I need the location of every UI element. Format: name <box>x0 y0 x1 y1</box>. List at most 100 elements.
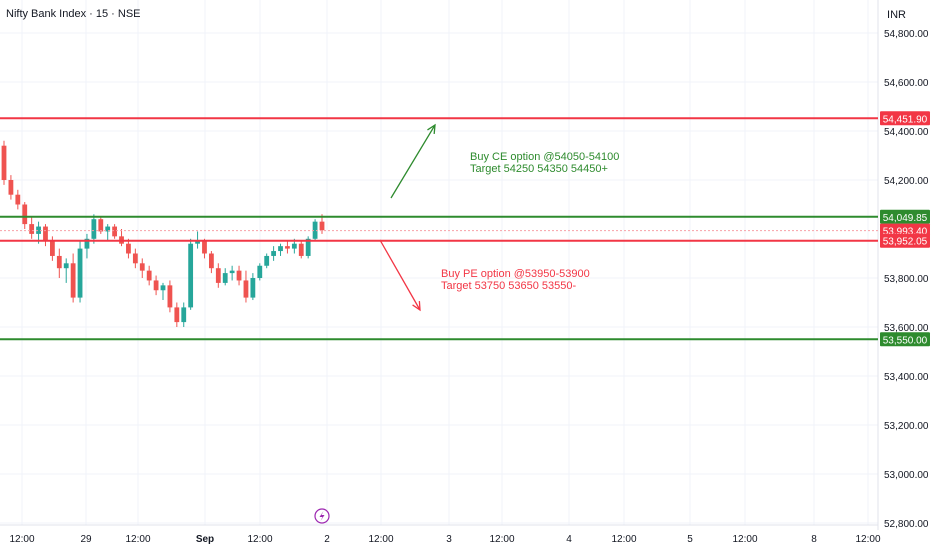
x-tick-label: 12:00 <box>732 534 757 545</box>
candle-body <box>229 270 235 274</box>
candle-body <box>49 241 55 256</box>
x-tick-label: 12:00 <box>489 534 514 545</box>
candle-body <box>236 270 242 281</box>
candle-body <box>181 307 187 323</box>
candle-body <box>250 278 256 298</box>
candle-body <box>98 219 104 232</box>
candle-body <box>29 224 35 234</box>
annotation-text: Buy CE option @54050-54100 <box>470 151 619 163</box>
x-tick-label: 5 <box>687 534 693 545</box>
x-tick-label: 12:00 <box>611 534 636 545</box>
candle-body <box>278 246 283 252</box>
level-label: 53,952.05 <box>883 237 928 248</box>
candle-body <box>112 226 118 237</box>
x-tick-label: 12:00 <box>9 534 34 545</box>
gridlines <box>0 0 879 530</box>
x-axis: 12:00 29 12:00 Sep 12:00 2 12:00 3 12:00 4 12:00 5 1… <box>9 534 880 545</box>
level-label-bg <box>880 209 930 224</box>
candle-body <box>215 268 221 283</box>
y-tick-label: 54,800.00 <box>884 29 929 40</box>
up-arrow <box>390 124 436 199</box>
candle-body <box>319 221 325 231</box>
x-tick-label: 29 <box>80 534 92 545</box>
candle-body <box>243 280 249 298</box>
level-label: 53,993.40 <box>883 227 928 238</box>
candle-body <box>291 243 297 249</box>
candle-body <box>15 194 21 205</box>
y-tick-label: 53,800.00 <box>884 274 929 285</box>
x-tick-label: 12:00 <box>368 534 393 545</box>
candle-body <box>126 243 131 254</box>
chart-title: Nifty Bank Index · 15 · NSE <box>6 8 141 20</box>
y-tick-label: 54,600.00 <box>884 78 929 89</box>
x-tick-label: 12:00 <box>125 534 150 545</box>
candle-body <box>167 285 173 308</box>
lightning-event-icon[interactable] <box>314 508 330 524</box>
y-tick-label: 52,800.00 <box>884 519 929 530</box>
candle-body <box>160 285 166 291</box>
candle-body <box>22 204 28 225</box>
annotation-text: Target 54250 54350 54450+ <box>470 163 608 175</box>
candle-body <box>222 273 228 283</box>
level-label: 53,550.00 <box>883 335 928 346</box>
candle-body <box>63 263 69 269</box>
level-label-bg <box>880 233 930 248</box>
level-label-bg <box>880 111 930 126</box>
level-label: 54,049.85 <box>883 213 928 224</box>
y-tick-label: 53,400.00 <box>884 372 929 383</box>
x-tick-label: 12:00 <box>247 534 272 545</box>
candle-body <box>8 180 14 195</box>
candle-body <box>208 253 214 269</box>
candle-body <box>153 280 159 291</box>
candle-body <box>271 251 277 256</box>
down-arrow-head <box>412 300 421 312</box>
x-tick-label: 3 <box>446 534 452 545</box>
y-tick-label: 53,600.00 <box>884 323 929 334</box>
y-axis: 54,800.00 54,600.00 54,400.00 54,200.00 53,8… <box>884 29 929 530</box>
trade-arrows <box>379 123 436 312</box>
candle-body <box>257 265 263 278</box>
x-tick-label: 2 <box>324 534 330 545</box>
candle-body <box>43 226 48 242</box>
candle-body <box>36 226 41 234</box>
x-tick-label: Sep <box>196 534 214 545</box>
lightning-glyph <box>319 511 325 521</box>
candle-body <box>202 241 207 254</box>
level-label-bg <box>880 332 930 347</box>
candle-body <box>195 241 200 244</box>
level-label: 54,451.90 <box>883 114 928 125</box>
candle-body <box>91 219 97 239</box>
y-tick-label: 54,200.00 <box>884 176 929 187</box>
candle-body <box>298 243 304 256</box>
x-tick-label: 4 <box>566 534 572 545</box>
y-tick-label: 53,200.00 <box>884 421 929 432</box>
candle-body <box>305 238 311 256</box>
candle-body <box>312 221 318 239</box>
y-tick-label: 53,000.00 <box>884 470 929 481</box>
candle-body <box>146 270 152 281</box>
candles <box>1 140 325 327</box>
candle-body <box>1 145 7 180</box>
currency-label: INR <box>887 9 906 21</box>
candle-body <box>139 263 145 271</box>
candle-body <box>84 238 90 249</box>
candle-body <box>77 248 83 298</box>
candle-body <box>174 307 180 323</box>
x-tick-label: 12:00 <box>855 534 880 545</box>
candle-body <box>70 263 76 298</box>
y-tick-label: 54,400.00 <box>884 127 929 138</box>
annotation-text: Buy PE option @53950-53900 <box>441 268 590 280</box>
candle-body <box>285 246 290 249</box>
candle-body <box>132 253 138 264</box>
up-arrow-head <box>427 123 436 135</box>
candle-body <box>105 226 111 232</box>
candle-body <box>56 255 62 269</box>
x-tick-label: 8 <box>811 534 817 545</box>
candle-body <box>188 243 194 308</box>
annotation-text: Target 53750 53650 53550- <box>441 280 577 292</box>
down-arrow <box>379 239 421 311</box>
